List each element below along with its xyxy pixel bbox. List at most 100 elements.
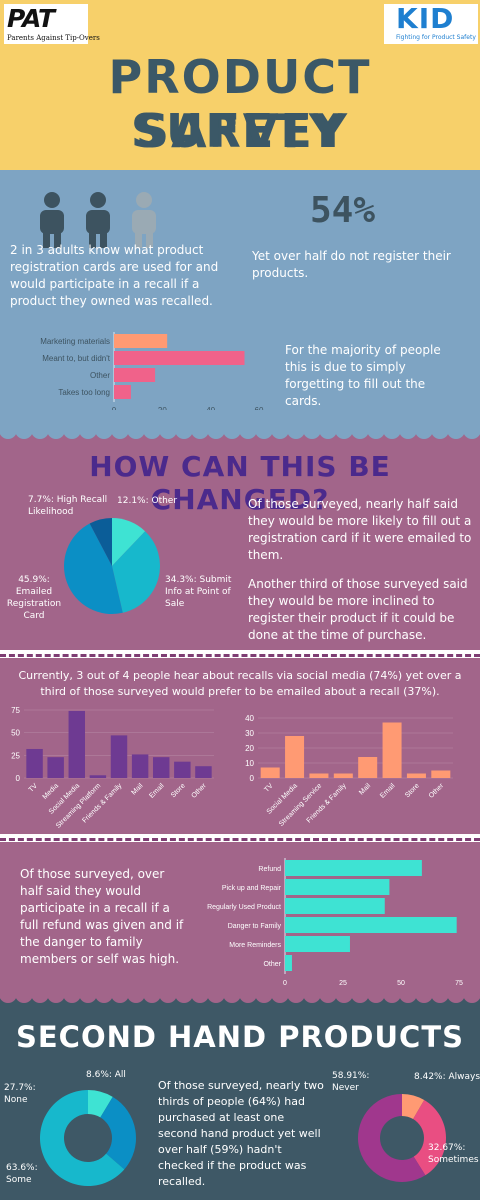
tick-label: 40 [206, 406, 215, 410]
scallop-wave [303, 992, 321, 1003]
bar-store [406, 773, 426, 778]
scallop-wave [399, 428, 417, 439]
scallop-wave [351, 428, 369, 439]
pie-label-point-of-sale: 34.3%: Submit Info at Point of Sale [165, 575, 232, 609]
donut2-label-never: 58.91%: Never [332, 1071, 370, 1093]
bar-media [47, 757, 64, 778]
scallop-wave [399, 992, 417, 1003]
category-label: TV [28, 782, 40, 794]
second-hand-text: Of those surveyed, nearly two thirds of … [158, 1079, 324, 1188]
bar-marketing-materials [114, 334, 168, 348]
bar-pick-up-and-repair [285, 879, 390, 895]
bar-mail [358, 757, 378, 778]
scallop-wave [415, 992, 433, 1003]
recall-source-section: Currently, 3 out of 4 people hear about … [0, 658, 480, 834]
tick-label: 50 [11, 729, 20, 738]
category-label: Email [148, 782, 166, 800]
second-hand-section: SECOND HAND PRODUCTS 8.6%: All 27.7%: No… [0, 1004, 480, 1200]
pie-label-emailed: 45.9%: Emailed Registration Card [6, 575, 62, 621]
slice-sometimes [413, 1100, 446, 1176]
scallop-wave [111, 992, 129, 1003]
scallop-wave [335, 992, 353, 1003]
scallop-wave [0, 428, 17, 439]
scallop-wave [47, 992, 65, 1003]
reasons-bar-chart: Marketing materials Meant to, but didn't O… [40, 332, 264, 410]
two-in-three-text: 2 in 3 adults know what product registra… [10, 243, 219, 308]
scallop-wave [463, 992, 480, 1003]
scallop-wave [47, 428, 65, 439]
second-hand-heading: SECOND HAND PRODUCTS [15, 1020, 465, 1054]
scallop-wave [63, 992, 81, 1003]
bar-tv [260, 767, 280, 778]
bar-store [174, 761, 191, 778]
tick-label: 30 [245, 729, 254, 738]
kid-logo-mark: KID [396, 2, 455, 35]
bar-more-reminders [285, 936, 350, 952]
category-label: Email [379, 782, 397, 800]
tick-label: 25 [11, 751, 20, 760]
donut2-label-always: 8.42%: Always [414, 1072, 480, 1082]
slice-all [88, 1090, 113, 1118]
tick-label: 20 [158, 406, 167, 410]
pie-label-other: 12.1%: Other [117, 496, 178, 506]
scallop-wave [95, 428, 113, 439]
scallop-wave [31, 428, 49, 439]
scallop-wave [175, 428, 193, 439]
category-label: Store [404, 782, 421, 799]
scallop-wave [447, 992, 465, 1003]
category-label: Other [191, 782, 209, 800]
pie-label-high-recall: 7.7%: High Recall Likelihood [28, 495, 108, 517]
tick-label: 20 [245, 744, 254, 753]
scallop-wave [319, 428, 337, 439]
scallop-wave [239, 428, 257, 439]
scallop-wave [431, 992, 449, 1003]
tick-label: 60 [255, 406, 264, 410]
category-label: Other [428, 782, 446, 800]
dashed-divider [0, 654, 480, 657]
scallop-wave [287, 428, 305, 439]
scallop-wave [63, 428, 81, 439]
bar-other [114, 368, 156, 382]
scallop-wave [255, 428, 273, 439]
changes-heading: HOW CAN THIS BE CHANGED? [89, 450, 391, 516]
person-icon [86, 192, 110, 248]
category-label: Friends & Family [81, 782, 123, 824]
tick-label: 75 [455, 980, 463, 987]
emailed-card-text: Of those surveyed, nearly half said they… [248, 497, 472, 562]
category-label: Streaming Service [278, 782, 323, 827]
header-band: PAT Parents Against Tip-Overs KID Fighti… [0, 0, 480, 178]
bar-streaming-platform [89, 775, 107, 778]
changes-section: HOW CAN THIS BE CHANGED? 7.7%: High Reca… [0, 440, 480, 650]
scallop-wave [111, 428, 129, 439]
tick-label: 10 [245, 759, 254, 768]
scallop-wave [191, 992, 209, 1003]
scallop-wave [383, 992, 401, 1003]
scallop-wave [95, 992, 113, 1003]
participation-text: Of those surveyed, over half said they w… [20, 867, 184, 966]
category-label: TV [263, 782, 275, 794]
pat-logo: PAT Parents Against Tip-Overs [4, 4, 100, 44]
people-icon-group [40, 192, 156, 248]
tick-label: 0 [16, 774, 21, 783]
page-title-line2: SURVEY [130, 104, 350, 158]
scallop-wave [207, 992, 225, 1003]
scallop-wave [255, 992, 273, 1003]
category-label: Media [42, 782, 61, 801]
slice-none [100, 1096, 136, 1170]
category-label: Refund [258, 866, 281, 873]
scallop-wave [367, 428, 385, 439]
donut1-label-some: 63.6%: Some [6, 1163, 38, 1185]
participation-bar-chart: Refund Pick up and Repair Regularly Used P… [207, 858, 463, 987]
scallop-wave [415, 428, 433, 439]
scallop-wave [351, 992, 369, 1003]
scallop-wave [31, 992, 49, 1003]
registration-pie-chart [63, 518, 160, 614]
over-half-text: Yet over half do not register their prod… [252, 249, 451, 280]
donut1-label-none: 27.7%: None [4, 1083, 36, 1105]
person-icon [40, 192, 64, 248]
slice-always [402, 1094, 425, 1120]
bar-danger-to-family [285, 917, 457, 933]
purchase-donut-chart [40, 1090, 136, 1186]
